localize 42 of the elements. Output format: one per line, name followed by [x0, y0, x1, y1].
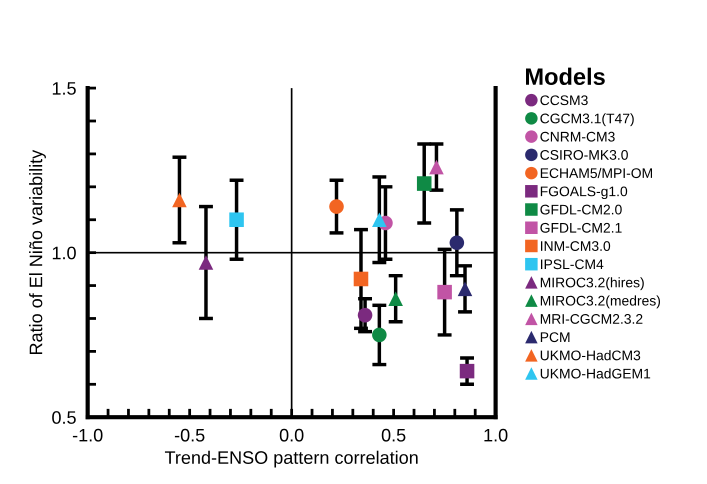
legend-label: GFDL-CM2.1	[540, 222, 622, 233]
point	[372, 328, 387, 342]
legend-label: UKMO-HadGEM1	[540, 368, 650, 379]
point	[198, 255, 214, 270]
point	[450, 235, 464, 250]
point	[416, 176, 432, 191]
x-tick-label: 0.0	[280, 428, 304, 442]
legend-title: Models	[526, 68, 605, 86]
legend-label: INM-CM3.0	[540, 241, 610, 251]
point	[458, 282, 472, 296]
x-tick-label: -1.0	[72, 428, 103, 442]
legend-label: MRI-CGCM2.3.2	[540, 314, 642, 324]
point	[372, 212, 387, 228]
x-tick-label: -0.5	[174, 428, 204, 442]
point	[437, 284, 452, 300]
point	[460, 364, 474, 378]
point	[354, 272, 368, 286]
x-tick-label: 0.5	[382, 428, 406, 442]
x-axis-title: Trend-ENSO pattern correlation	[164, 450, 418, 468]
legend-label: MIROC3.2(hires)	[540, 277, 644, 290]
legend-label: PCM	[540, 332, 570, 342]
y-axis-title: Ratio of El Niño variability	[29, 150, 46, 354]
y-tick-label: 0.5	[52, 411, 76, 424]
point	[388, 291, 403, 306]
x-tick-label: 1.0	[484, 428, 508, 442]
legend-label: CCSM3	[540, 95, 588, 106]
legend-label: UKMO-HadCM3	[540, 350, 640, 360]
legend-label: FGOALS-g1.0	[540, 186, 628, 200]
legend-label: MIROC3.2(medres)	[540, 295, 660, 308]
y-tick-label: 1.5	[52, 82, 76, 95]
point	[329, 199, 344, 214]
legend-label: ECHAM5/MPI-OM	[540, 168, 652, 178]
legend-label: CSIRO-MK3.0	[540, 150, 628, 160]
point	[172, 192, 187, 208]
point	[429, 160, 444, 174]
legend-label: GFDL-CM2.0	[540, 204, 622, 215]
legend-label: CNRM-CM3	[540, 132, 615, 142]
y-tick-label: 1.0	[52, 246, 76, 260]
legend-label: IPSL-CM4	[540, 259, 604, 270]
legend-label: CGCM3.1(T47)	[540, 113, 634, 126]
point	[229, 212, 244, 228]
point	[358, 308, 372, 322]
